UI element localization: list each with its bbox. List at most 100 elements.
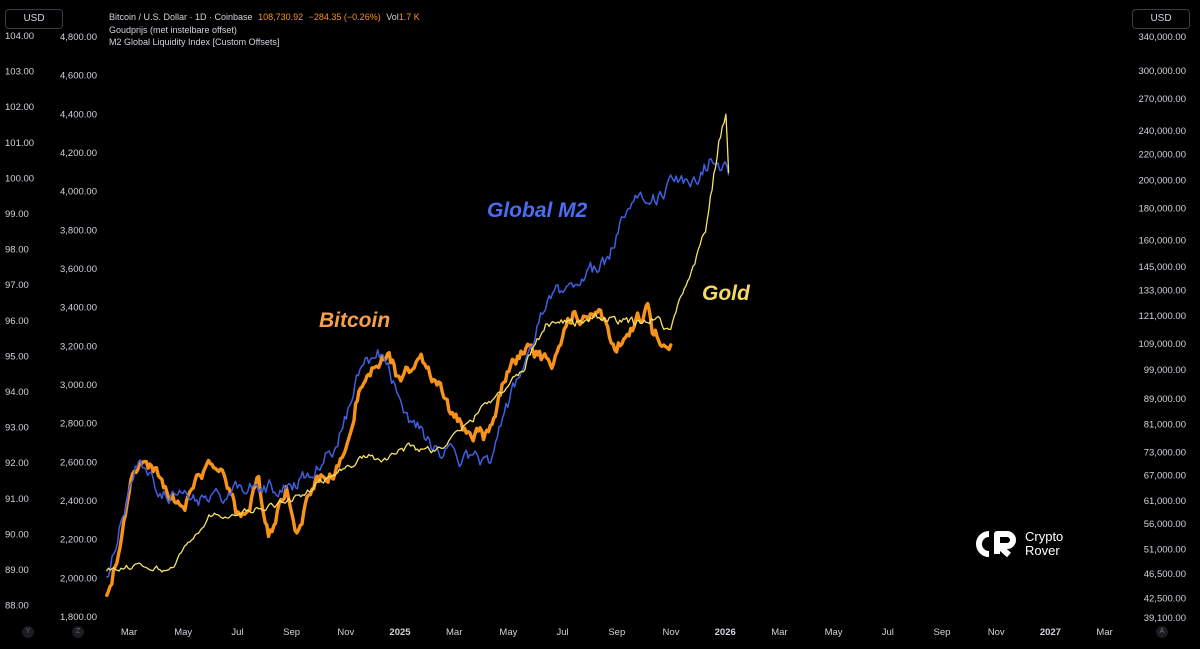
tick-right: 220,000.00 (1138, 150, 1186, 161)
tick-right: 145,000.00 (1138, 262, 1186, 273)
tick-right: 270,000.00 (1138, 94, 1186, 105)
tick-x: Jul (882, 627, 894, 638)
tick-right: 240,000.00 (1138, 126, 1186, 137)
tick-right: 67,000.00 (1144, 471, 1186, 482)
tick-left-outer: 93.00 (5, 423, 29, 434)
axis-x: Mar May Jul Sep Nov 2025 Mar May Jul Sep Nov 2026 Ma… (121, 627, 1113, 638)
tick-left-outer: 100.00 (5, 173, 34, 184)
tick-x: 2026 (715, 627, 736, 638)
tick-right: 73,000.00 (1144, 447, 1186, 458)
tick-left-inner: 2,000.00 (60, 573, 97, 584)
tick-left-outer: 96.00 (5, 316, 29, 327)
legend: Bitcoin / U.S. Dollar · 1D · Coinbase 10… (109, 11, 423, 49)
legend-vol-label: Vol (386, 12, 399, 22)
tick-left-outer: 102.00 (5, 102, 34, 113)
tick-x: Sep (283, 627, 300, 638)
logo-text-line1: Crypto (1025, 529, 1064, 544)
tick-left-outer: 97.00 (5, 280, 29, 291)
tick-left-outer: 99.00 (5, 209, 29, 220)
tick-right: 56,000.00 (1144, 519, 1186, 530)
axis-left-outer: 104.00 103.00 102.00 101.00 100.00 99.00 98.00… (5, 31, 34, 612)
tick-x: Sep (608, 627, 625, 638)
annotation-bitcoin: Bitcoin (319, 309, 391, 332)
legend-change: −284.35 (−0.26%) (308, 12, 381, 22)
tick-x: 2027 (1040, 627, 1061, 638)
series-line-gold (106, 113, 730, 573)
annotation-global-m2: Global M2 (487, 199, 588, 222)
tick-left-inner: 4,800.00 (60, 32, 97, 43)
corner-button-a[interactable]: A (1156, 626, 1168, 638)
tick-right: 300,000.00 (1138, 66, 1186, 77)
legend-price: 108,730.92 (258, 12, 304, 22)
tick-x: Jul (557, 627, 569, 638)
tick-x: Sep (934, 627, 951, 638)
tick-left-inner: 1,800.00 (60, 612, 97, 623)
unit-badge-left[interactable]: USD (5, 9, 63, 29)
tick-right: 340,000.00 (1138, 32, 1186, 43)
crypto-rover-logo-icon (976, 531, 1016, 558)
tick-x: Mar (121, 627, 137, 638)
tick-right: 200,000.00 (1138, 175, 1186, 186)
tick-right: 160,000.00 (1138, 236, 1186, 247)
series-line-bitcoin (105, 301, 673, 597)
tick-x: Jul (231, 627, 243, 638)
tick-right: 99,000.00 (1144, 365, 1186, 376)
annotation-gold: Gold (702, 282, 750, 305)
axis-left-inner: 4,800.00 4,600.00 4,400.00 4,200.00 4,000.00… (60, 32, 97, 623)
tick-x: Nov (663, 627, 680, 638)
legend-vol-value: 1.7 K (398, 12, 420, 22)
tick-x: 2025 (389, 627, 411, 638)
tick-x: Nov (988, 627, 1005, 638)
tick-left-outer: 88.00 (5, 601, 29, 612)
tick-left-outer: 90.00 (5, 529, 29, 540)
tick-left-inner: 3,200.00 (60, 341, 97, 352)
tick-left-outer: 89.00 (5, 565, 29, 576)
tick-right: 42,500.00 (1144, 593, 1186, 604)
tick-left-inner: 2,800.00 (60, 419, 97, 430)
axis-right: 340,000.00 300,000.00 270,000.00 240,000.00… (1138, 32, 1186, 624)
corner-button-z[interactable]: Z (72, 626, 84, 638)
tick-right: 180,000.00 (1138, 204, 1186, 215)
logo-text: Crypto Rover (1025, 530, 1063, 558)
tick-right: 61,000.00 (1144, 496, 1186, 507)
tick-right: 51,000.00 (1144, 544, 1186, 555)
legend-main: Bitcoin / U.S. Dollar · 1D · Coinbase 10… (109, 11, 423, 24)
tick-left-outer: 95.00 (5, 351, 29, 362)
tick-right: 81,000.00 (1144, 419, 1186, 430)
tick-right: 109,000.00 (1138, 339, 1186, 350)
crypto-rover-logo: Crypto Rover (975, 530, 1063, 558)
tick-left-inner: 2,400.00 (60, 496, 97, 507)
tick-left-inner: 2,600.00 (60, 457, 97, 468)
tick-left-outer: 104.00 (5, 31, 34, 42)
tick-left-inner: 2,200.00 (60, 535, 97, 546)
tick-right: 121,000.00 (1138, 311, 1186, 322)
tick-x: May (499, 627, 517, 638)
series-lines (105, 113, 730, 597)
legend-symbol: Bitcoin / U.S. Dollar · 1D · Coinbase (109, 12, 253, 22)
corner-button-y[interactable]: Y (22, 626, 34, 638)
tick-right: 133,000.00 (1138, 285, 1186, 296)
tick-x: Mar (1096, 627, 1112, 638)
tick-x: Mar (771, 627, 787, 638)
tick-left-inner: 3,600.00 (60, 264, 97, 275)
tick-left-inner: 3,400.00 (60, 303, 97, 314)
tick-left-outer: 91.00 (5, 494, 29, 505)
tick-x: Mar (446, 627, 462, 638)
tick-left-inner: 4,200.00 (60, 148, 97, 159)
tick-x: May (825, 627, 843, 638)
legend-series-gold: Goudprijs (met instelbare offset) (109, 24, 237, 35)
logo-text-line2: Rover (1025, 543, 1060, 558)
tick-left-outer: 94.00 (5, 387, 29, 398)
unit-badge-right[interactable]: USD (1132, 9, 1190, 29)
legend-series-m2: M2 Global Liquidity Index [Custom Offset… (109, 37, 280, 47)
tick-left-outer: 98.00 (5, 245, 29, 256)
tick-left-outer: 101.00 (5, 138, 34, 149)
series-line-global-m2 (106, 158, 730, 578)
tick-left-outer: 92.00 (5, 458, 29, 469)
tick-x: May (174, 627, 192, 638)
tick-left-outer: 103.00 (5, 67, 34, 78)
tick-left-inner: 4,600.00 (60, 71, 97, 82)
tick-left-inner: 3,000.00 (60, 380, 97, 391)
tick-right: 89,000.00 (1144, 394, 1186, 405)
